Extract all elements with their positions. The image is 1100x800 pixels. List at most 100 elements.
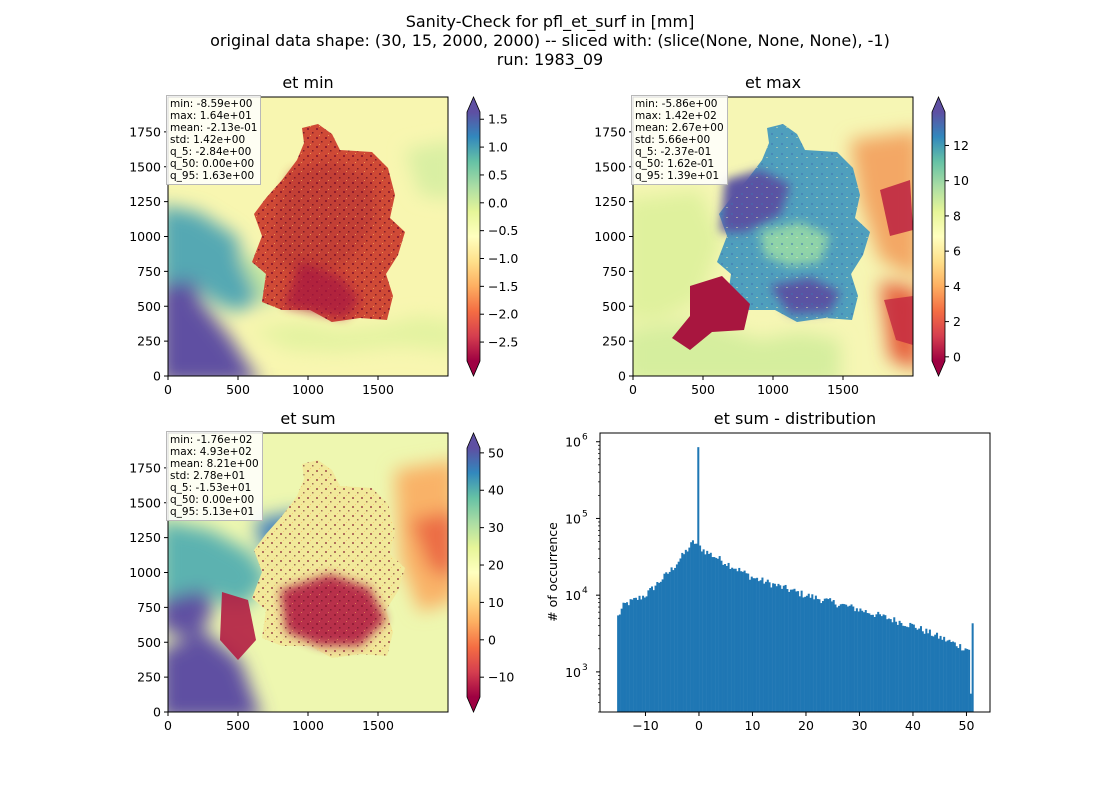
- colorbar-outline: [931, 95, 946, 378]
- histogram-bar: [930, 635, 933, 712]
- histogram-bar: [642, 595, 645, 712]
- panel-title-et-sum: et sum: [280, 409, 335, 428]
- histogram-bar: [764, 581, 768, 712]
- stats-line: max: 4.93e+02: [170, 446, 252, 458]
- xtick-label: 0: [164, 718, 172, 733]
- histogram-bar: [962, 650, 965, 712]
- histogram-bar: [658, 582, 661, 712]
- histogram-bar: [752, 578, 755, 712]
- heatmap-et-max: [633, 97, 913, 376]
- xtick-label: 0: [695, 718, 703, 733]
- histogram-bar: [800, 590, 803, 712]
- ytick-label: 1250: [129, 530, 161, 545]
- histogram-bar: [704, 554, 707, 712]
- colorbar-tick-label: 6: [953, 244, 961, 259]
- colorbar-extend-top: [467, 97, 480, 112]
- histogram-bar: [773, 583, 776, 712]
- ytick-label: 1500: [594, 159, 626, 174]
- stats-line: std: 5.66e+00: [635, 134, 711, 146]
- histogram-bar: [836, 607, 839, 712]
- histogram-bar: [677, 561, 680, 712]
- stats-line: max: 1.42e+02: [635, 110, 717, 122]
- histogram-bar: [779, 585, 782, 712]
- stats-line: mean: 2.67e+00: [635, 122, 724, 134]
- xtick-label: 30: [852, 718, 868, 733]
- histogram-bar: [756, 577, 759, 712]
- ytick-label: 0: [153, 705, 161, 720]
- histogram-bar: [640, 599, 643, 712]
- histogram-bar: [886, 619, 889, 712]
- histogram-bar: [683, 554, 686, 712]
- ytick-label: 1250: [594, 194, 626, 209]
- axes-et-sum: 0 500 1000 1500 0 250 500 750 1000 1250 1500 1750: [129, 460, 394, 733]
- histogram-bar: [716, 558, 719, 712]
- histogram-bar: [622, 602, 625, 712]
- histogram-bar: [775, 586, 778, 712]
- histogram-bar: [757, 581, 760, 712]
- histogram-bar: [781, 588, 784, 712]
- histogram-bar: [659, 581, 662, 712]
- histogram-bar: [725, 565, 728, 712]
- ytick-label: 1750: [129, 460, 161, 475]
- histogram-bar: [825, 598, 828, 712]
- histogram-bar: [925, 628, 928, 712]
- ytick-label: 10: [565, 511, 581, 526]
- histogram-bar: [952, 641, 955, 712]
- histogram-bar: [960, 650, 963, 712]
- histogram-bar: [845, 604, 848, 712]
- histogram-bar: [932, 636, 935, 712]
- colorbar-et-sum: 50 40 30 20 10 0 −10: [466, 431, 514, 714]
- colorbar-extend-top: [467, 433, 480, 448]
- colorbar-extend-bottom: [467, 697, 480, 712]
- ytick-exponent: 6: [582, 433, 588, 443]
- colorbar-tick-label: −1.5: [488, 279, 518, 294]
- histogram-bar: [818, 599, 821, 712]
- colorbar-extend-bottom: [467, 361, 480, 376]
- histogram-bar: [745, 573, 748, 712]
- histogram-bar: [768, 582, 771, 712]
- histogram-bar: [861, 610, 864, 712]
- histogram-bar: [777, 583, 780, 712]
- histogram-bar: [969, 693, 972, 712]
- histogram-bar: [668, 571, 671, 712]
- xtick-label: 0: [629, 382, 637, 397]
- stats-box-et-max: min: -5.86e+00 max: 1.42e+02 mean: 2.67e+0…: [631, 95, 728, 185]
- histogram-bar: [638, 595, 641, 712]
- xtick-label: 500: [226, 382, 250, 397]
- histogram-bar: [788, 591, 791, 712]
- ytick-label: 0: [153, 369, 161, 384]
- stats-line: min: -5.86e+00: [635, 98, 718, 110]
- histogram-bar: [734, 568, 737, 712]
- xtick-label: 1500: [827, 382, 859, 397]
- histogram-bar: [665, 572, 668, 712]
- histogram-bar: [898, 620, 901, 712]
- histogram-bar: [852, 606, 855, 712]
- panel-et-max: et max 0 500 1000 1500 0 250 500 750 1000 1250 150…: [594, 73, 969, 397]
- panel-et-sum: et sum 0 500 1000 1500025050075010001250150…: [129, 409, 514, 733]
- histogram-bars: [617, 447, 974, 712]
- histogram-bar: [643, 597, 646, 712]
- histogram-ylabel: # of occurrence: [545, 522, 560, 622]
- histogram-bar: [862, 612, 865, 712]
- ytick-label: 500: [137, 299, 161, 314]
- ytick-label: 500: [602, 299, 626, 314]
- histogram-bar: [736, 571, 739, 712]
- panel-et-min: et min 0 500 1000 1500 0 250 500 750 1000 1250 150…: [129, 73, 518, 397]
- colorbar-tick-label: 0.0: [488, 195, 508, 210]
- histogram-bar: [966, 649, 969, 712]
- histogram-bar: [830, 601, 833, 712]
- histogram-bar: [650, 586, 653, 712]
- histogram-bar: [693, 543, 696, 712]
- histogram-bar: [784, 584, 787, 712]
- histogram-bar: [732, 568, 735, 712]
- histogram-bar: [823, 598, 826, 712]
- histogram-bar: [731, 567, 734, 712]
- colorbar-tick-label: 20: [488, 558, 504, 573]
- colorbar-gradient: [932, 112, 945, 361]
- histogram-bar: [798, 596, 801, 712]
- histogram-bar: [855, 608, 858, 712]
- histogram-bar: [827, 599, 830, 712]
- ytick-label: 750: [602, 264, 626, 279]
- panel-title-et-max: et max: [745, 73, 801, 92]
